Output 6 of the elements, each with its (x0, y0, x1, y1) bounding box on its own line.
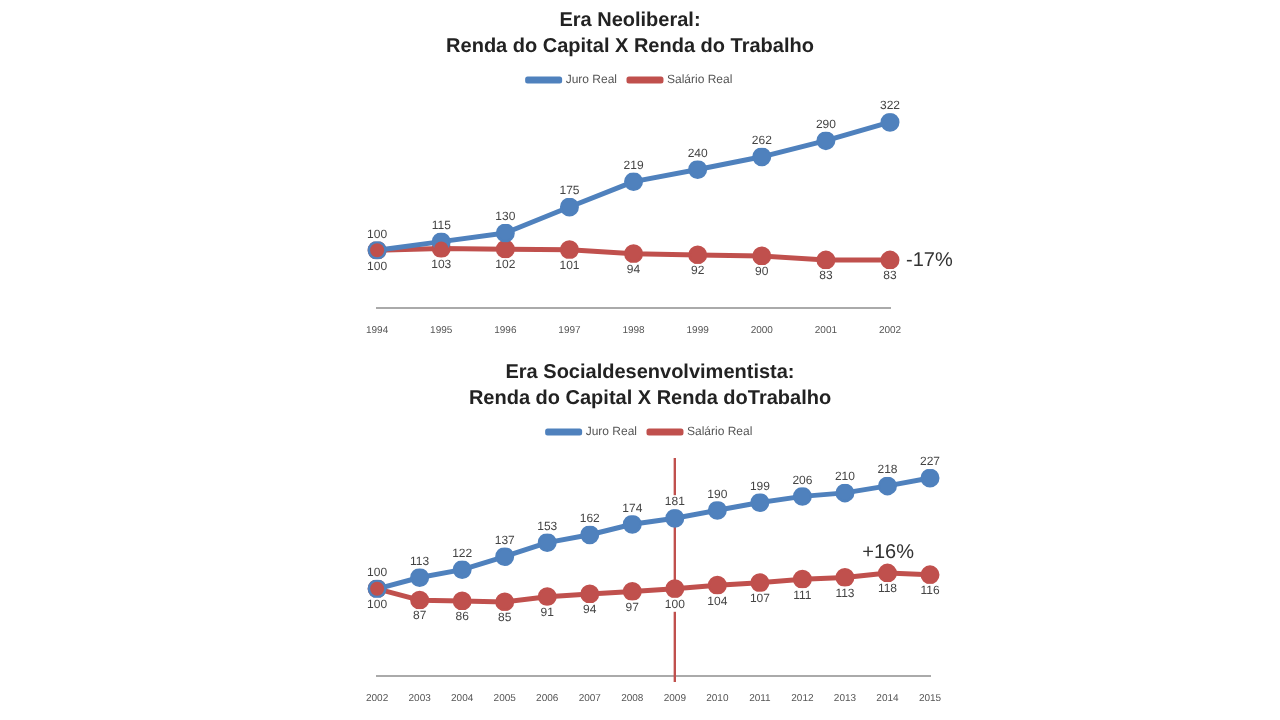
chart-subtitle: Renda do Capital X Renda do Trabalho (446, 35, 814, 58)
annotation: -17% (906, 249, 953, 272)
chart-title: Era Socialdesenvolvimentista: (505, 361, 795, 384)
annotation: +16% (862, 542, 915, 565)
chart-subtitle: Renda do Capital X Renda doTrabalho (468, 387, 832, 410)
chart-title: Era Neoliberal: (559, 9, 701, 32)
